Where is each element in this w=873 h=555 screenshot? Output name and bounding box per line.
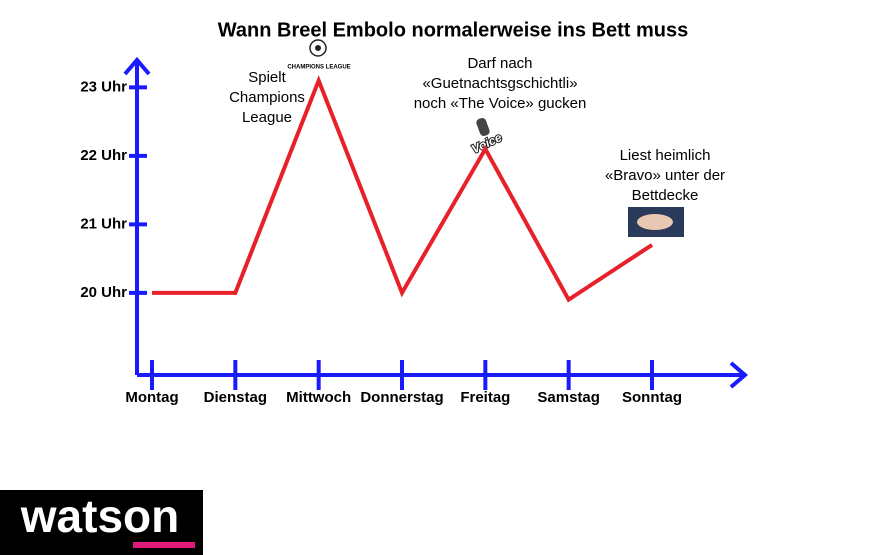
x-tick-label: Montag bbox=[125, 389, 178, 406]
y-tick-label: 22 Uhr bbox=[80, 147, 127, 164]
annotation: Bettdecke bbox=[632, 187, 699, 204]
annotation: «Guetnachtsgschichtli» bbox=[422, 75, 577, 92]
annotation: League bbox=[242, 109, 292, 126]
annotation: noch «The Voice» gucken bbox=[414, 95, 587, 112]
x-tick-label: Mittwoch bbox=[286, 389, 351, 406]
annotation: Darf nach bbox=[467, 55, 532, 72]
brand: watson bbox=[20, 490, 179, 542]
x-tick-label: Donnerstag bbox=[360, 389, 443, 406]
y-axis-arrow bbox=[123, 56, 151, 76]
y-tick-label: 21 Uhr bbox=[80, 215, 127, 232]
y-tick-label: 23 Uhr bbox=[80, 78, 127, 95]
x-axis-arrow bbox=[729, 361, 749, 389]
bravo-photo bbox=[628, 207, 684, 237]
annotation: «Bravo» unter der bbox=[605, 167, 725, 184]
x-tick-label: Samstag bbox=[537, 389, 600, 406]
annotation: Liest heimlich bbox=[620, 147, 711, 164]
icon-label: CHAMPIONS LEAGUE bbox=[287, 65, 350, 71]
x-tick-label: Freitag bbox=[460, 389, 510, 406]
champions-icon: CHAMPIONS LEAGUE bbox=[287, 39, 351, 71]
y-tick-label: 20 Uhr bbox=[80, 284, 127, 301]
brand-logo: watson bbox=[0, 490, 203, 555]
line bbox=[152, 75, 654, 303]
x-tick-label: Dienstag bbox=[204, 389, 267, 406]
chart-title: Wann Breel Embolo normalerweise ins Bett… bbox=[218, 19, 689, 41]
annotation: Champions bbox=[229, 89, 305, 106]
annotation: Spielt bbox=[248, 69, 286, 86]
x-tick-label: Sonntag bbox=[622, 389, 682, 406]
